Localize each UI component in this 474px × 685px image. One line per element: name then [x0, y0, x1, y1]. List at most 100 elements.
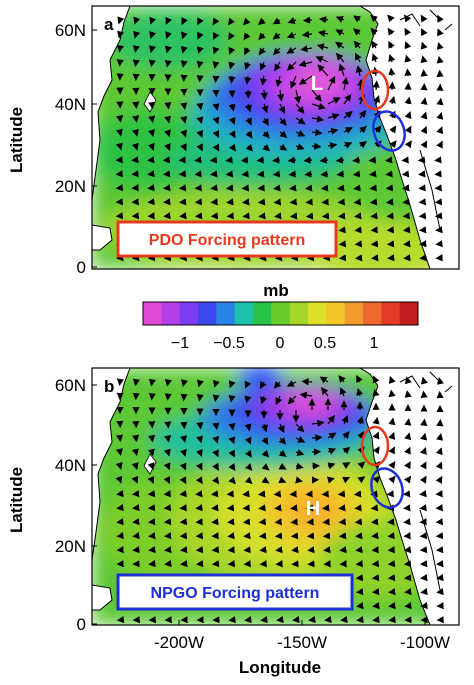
wind-vector [148, 59, 156, 68]
wind-vector [388, 461, 396, 470]
wind-vector [132, 378, 141, 387]
wind-vector [356, 78, 365, 91]
wind-vector [305, 198, 313, 206]
wind-vector [335, 41, 345, 49]
wind-vector [372, 388, 380, 397]
wind-vector [228, 32, 236, 41]
wind-vector [164, 101, 172, 110]
wind-vector [338, 63, 346, 77]
wind-vector [374, 125, 382, 134]
wind-vector [420, 69, 428, 77]
wind-vector [287, 395, 297, 405]
colorbar-tick-neg1: −1 [171, 335, 189, 352]
panel-a-blue-ellipse [372, 110, 406, 152]
wind-vector [278, 437, 287, 445]
wind-vector [327, 142, 338, 150]
panel-b-high-label: H [306, 498, 320, 520]
wind-vector [275, 75, 283, 88]
wind-vector [132, 59, 140, 67]
wind-vector [358, 110, 367, 119]
wind-vector [420, 140, 428, 149]
wind-vector [353, 198, 362, 206]
wind-vector [305, 490, 313, 498]
wind-vector [228, 75, 236, 84]
wind-vector [294, 89, 302, 104]
wind-vector [228, 46, 236, 55]
wind-vector [295, 117, 306, 125]
wind-vector [327, 432, 337, 440]
wind-vector [262, 117, 269, 126]
wind-vector [417, 156, 426, 164]
wind-vector [319, 376, 329, 384]
wind-vector [435, 447, 443, 456]
wind-vector [370, 212, 378, 220]
wind-vector [388, 67, 396, 77]
wind-vector [418, 184, 426, 192]
wind-vector [272, 156, 281, 164]
wind-vector [343, 93, 352, 105]
panel-b-xtick-100w: -100W [400, 633, 450, 652]
wind-vector [228, 103, 236, 112]
wind-vector [194, 170, 202, 178]
wind-vector [327, 75, 336, 91]
wind-vector [421, 28, 428, 37]
wind-vector [163, 448, 171, 457]
wind-vector [338, 226, 346, 234]
wind-vector [117, 16, 125, 25]
colorbar-unit: mb [263, 281, 289, 300]
wind-vector [419, 446, 427, 455]
wind-vector [244, 103, 252, 113]
wind-vector [116, 114, 124, 123]
wind-vector [404, 376, 412, 385]
wind-vector [147, 475, 155, 484]
wind-vector [404, 390, 412, 398]
wind-vector [319, 16, 329, 24]
panel-a-pattern-box: PDO Forcing pattern [116, 220, 338, 258]
wind-vector [288, 170, 297, 178]
wind-vector [278, 449, 287, 457]
wind-vector [213, 31, 220, 40]
wind-vector [212, 46, 220, 55]
wind-vector [298, 60, 313, 68]
wind-vector [164, 115, 172, 124]
wind-vector [305, 504, 314, 512]
wind-vector [243, 32, 251, 41]
wind-vector [242, 490, 250, 498]
wind-vector [147, 129, 155, 137]
wind-vector [437, 28, 444, 37]
wind-vector [388, 54, 396, 63]
wind-vector [212, 449, 219, 458]
panel-a-field [92, 6, 459, 269]
wind-vector [277, 423, 285, 434]
panel-b-pattern-box: NPGO Forcing pattern [116, 573, 354, 611]
wind-vector [261, 463, 270, 471]
wind-vector [212, 379, 220, 388]
wind-vector [388, 417, 396, 426]
wind-vector [404, 96, 412, 105]
wind-vector [295, 130, 306, 137]
wind-vector [404, 111, 412, 120]
wind-vector [290, 75, 297, 89]
wind-vector [115, 448, 123, 456]
panel-a-pattern-label: PDO Forcing pattern [149, 232, 305, 249]
panel-b-ytick-60n: 60N [55, 376, 86, 395]
wind-vector [435, 461, 443, 470]
wind-vector [403, 475, 412, 484]
wind-vector [148, 45, 156, 54]
wind-vector [320, 184, 329, 192]
wind-vector [404, 41, 412, 50]
wind-vector [321, 490, 330, 498]
colorbar: mb −1 −0.5 0 0.5 1 [142, 281, 419, 352]
wind-vector [164, 129, 171, 138]
wind-vector [322, 504, 330, 512]
wind-vector [197, 31, 204, 40]
wind-vector [274, 504, 282, 512]
wind-vector [353, 40, 361, 49]
wind-vector [295, 476, 303, 484]
wind-vector [261, 449, 270, 458]
wind-vector [326, 476, 335, 484]
panel-b-ytick-0: 0 [77, 615, 86, 634]
wind-vector [273, 490, 282, 498]
wind-vector [343, 141, 353, 149]
wind-vector [336, 170, 345, 178]
